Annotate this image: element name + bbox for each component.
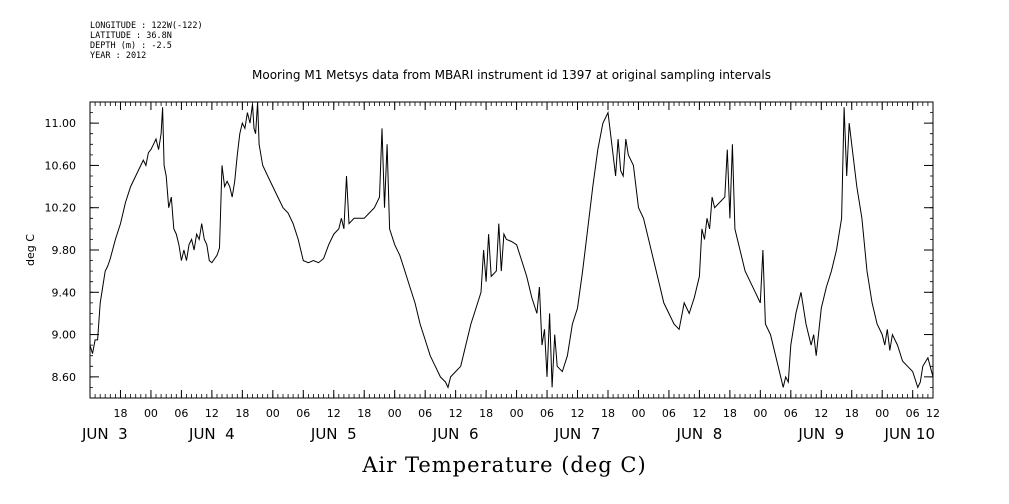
x-hour-label: 00 xyxy=(631,407,645,420)
chart-title: Mooring M1 Metsys data from MBARI instru… xyxy=(252,68,771,82)
y-tick-label: 10.60 xyxy=(45,159,77,172)
x-hour-label: 06 xyxy=(662,407,676,420)
year-text: YEAR : 2012 xyxy=(90,51,147,61)
x-day-label: JUN 10 xyxy=(884,425,935,443)
x-hour-label: 00 xyxy=(266,407,280,420)
x-hour-label: 18 xyxy=(845,407,859,420)
x-hour-label: 18 xyxy=(723,407,737,420)
x-day-label: JUN 4 xyxy=(188,425,235,443)
y-tick-label: 8.60 xyxy=(52,371,77,384)
y-tick-label: 11.00 xyxy=(45,117,77,130)
x-hour-label: 00 xyxy=(144,407,158,420)
x-day-label: JUN 7 xyxy=(554,425,601,443)
y-axis-ticks: 8.60 9.00 9.40 9.80 10.20 10.60 11.00 xyxy=(45,117,933,384)
x-hour-label: 06 xyxy=(418,407,432,420)
x-hour-label: 12 xyxy=(449,407,463,420)
x-axis-title: Air Temperature (deg C) xyxy=(362,453,647,477)
x-hour-label: 00 xyxy=(753,407,767,420)
y-tick-label: 9.40 xyxy=(52,286,77,299)
latitude-text: LATITUDE : 36.8N xyxy=(90,31,172,41)
x-axis-ticks: 18 00 06 12 18 00 06 12 18 00 06 12 18 00 06 12 18 00 06 12… xyxy=(81,102,940,443)
y-axis-label: deg C xyxy=(24,234,37,266)
y-tick-label: 9.80 xyxy=(52,244,77,257)
series-line xyxy=(89,101,934,389)
x-hour-label: 06 xyxy=(906,407,920,420)
minor-tick-marks xyxy=(89,101,934,399)
depth-text: DEPTH (m) : -2.5 xyxy=(90,41,172,51)
x-day-label: JUN 6 xyxy=(432,425,479,443)
x-hour-label: 06 xyxy=(296,407,310,420)
x-hour-label: 00 xyxy=(388,407,402,420)
x-hour-label: 00 xyxy=(510,407,524,420)
x-hour-label: 12 xyxy=(926,407,940,420)
x-hour-label: 12 xyxy=(571,407,585,420)
x-day-label: JUN 3 xyxy=(81,425,128,443)
x-hour-label: 06 xyxy=(784,407,798,420)
series-group xyxy=(89,101,934,389)
x-hour-label: 18 xyxy=(357,407,371,420)
x-hour-label: 00 xyxy=(875,407,889,420)
x-hour-label: 12 xyxy=(814,407,828,420)
y-tick-label: 9.00 xyxy=(52,329,77,342)
x-hour-label: 18 xyxy=(113,407,127,420)
y-tick-label: 10.20 xyxy=(45,202,77,215)
x-hour-label: 06 xyxy=(174,407,188,420)
x-day-label: JUN 8 xyxy=(676,425,723,443)
x-hour-label: 18 xyxy=(479,407,493,420)
x-day-label: JUN 9 xyxy=(797,425,844,443)
plot-frame xyxy=(89,101,934,399)
x-hour-label: 06 xyxy=(540,407,554,420)
longitude-text: LONGITUDE : 122W(-122) xyxy=(90,21,203,31)
x-day-label: JUN 5 xyxy=(310,425,357,443)
x-hour-label: 18 xyxy=(601,407,615,420)
x-hour-label: 12 xyxy=(205,407,219,420)
x-hour-label: 12 xyxy=(327,407,341,420)
metadata-block: LONGITUDE : 122W(-122) LATITUDE : 36.8N … xyxy=(90,21,203,61)
x-hour-label: 12 xyxy=(692,407,706,420)
x-hour-label: 18 xyxy=(235,407,249,420)
minor-ticks xyxy=(89,101,934,399)
